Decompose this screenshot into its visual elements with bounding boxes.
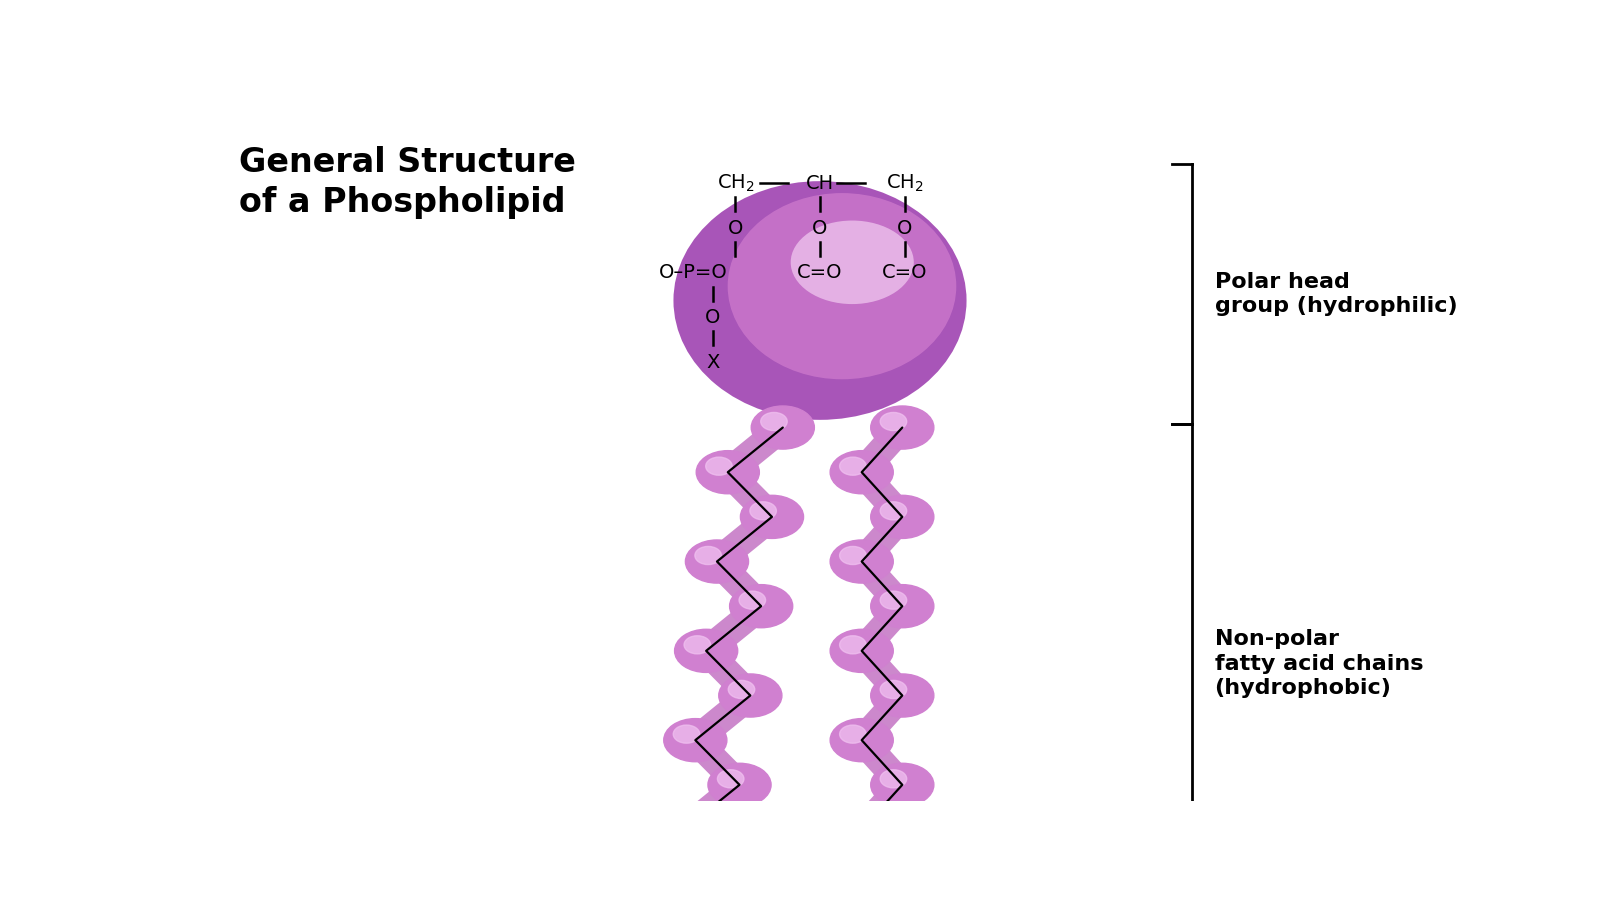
Circle shape <box>675 629 738 672</box>
Circle shape <box>870 674 934 717</box>
Circle shape <box>760 412 787 430</box>
Circle shape <box>664 718 726 761</box>
Circle shape <box>870 495 934 538</box>
Circle shape <box>840 457 866 475</box>
Circle shape <box>707 860 733 878</box>
Circle shape <box>696 451 760 494</box>
Text: General Structure
of a Phospholipid: General Structure of a Phospholipid <box>240 147 576 219</box>
Circle shape <box>728 680 755 698</box>
Ellipse shape <box>728 194 957 379</box>
Circle shape <box>870 406 934 449</box>
Circle shape <box>685 635 710 654</box>
Circle shape <box>830 629 893 672</box>
Circle shape <box>880 860 907 878</box>
Text: Polar head
group (hydrophilic): Polar head group (hydrophilic) <box>1214 272 1458 317</box>
Circle shape <box>741 495 803 538</box>
Circle shape <box>880 591 907 609</box>
Text: C=O: C=O <box>797 264 843 283</box>
Circle shape <box>706 457 733 475</box>
Text: X: X <box>706 353 720 372</box>
Circle shape <box>840 546 866 564</box>
Circle shape <box>830 451 893 494</box>
Circle shape <box>752 406 814 449</box>
Circle shape <box>662 814 690 832</box>
Circle shape <box>730 585 792 628</box>
Circle shape <box>830 718 893 761</box>
Text: C=O: C=O <box>882 264 928 283</box>
Circle shape <box>685 540 749 583</box>
Circle shape <box>870 852 934 896</box>
Circle shape <box>717 770 744 788</box>
Ellipse shape <box>674 181 966 419</box>
Circle shape <box>653 808 717 851</box>
Circle shape <box>694 546 722 564</box>
Circle shape <box>840 725 866 743</box>
Text: O: O <box>728 219 742 238</box>
Circle shape <box>830 540 893 583</box>
Circle shape <box>830 808 893 851</box>
Text: O: O <box>706 308 720 327</box>
Text: CH$_2$: CH$_2$ <box>717 173 754 194</box>
Text: CH: CH <box>806 174 834 193</box>
Circle shape <box>674 725 699 743</box>
Circle shape <box>698 852 760 896</box>
Circle shape <box>840 635 866 654</box>
Circle shape <box>707 763 771 806</box>
Text: O: O <box>898 219 912 238</box>
Circle shape <box>870 585 934 628</box>
Text: CH$_2$: CH$_2$ <box>886 173 923 194</box>
Circle shape <box>880 770 907 788</box>
Circle shape <box>739 591 765 609</box>
Circle shape <box>880 412 907 430</box>
Text: Non-polar
fatty acid chains
(hydrophobic): Non-polar fatty acid chains (hydrophobic… <box>1214 629 1422 698</box>
Circle shape <box>870 763 934 806</box>
Ellipse shape <box>790 220 914 304</box>
Circle shape <box>880 502 907 520</box>
Circle shape <box>880 680 907 698</box>
Circle shape <box>750 502 776 520</box>
Text: O–P=O: O–P=O <box>659 264 728 283</box>
Circle shape <box>840 814 866 832</box>
Circle shape <box>718 674 782 717</box>
Text: O: O <box>813 219 827 238</box>
